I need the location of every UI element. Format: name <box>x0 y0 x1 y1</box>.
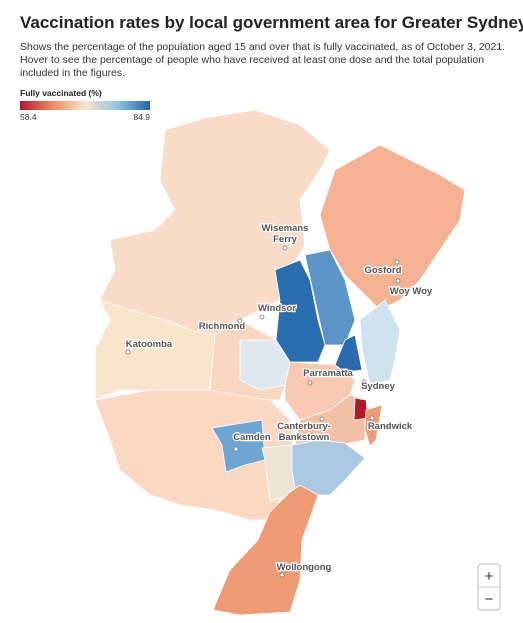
subtitle-line: Shows the percentage of the population a… <box>20 41 505 53</box>
legend-max: 84.9 <box>133 112 150 122</box>
region <box>334 334 363 373</box>
legend-min: 58.4 <box>20 112 37 122</box>
place-dot <box>394 259 400 265</box>
place-dot <box>282 245 288 251</box>
zoom-in[interactable]: + <box>485 568 494 585</box>
place-label: Ferry <box>273 234 297 245</box>
place-dot <box>319 416 325 422</box>
place-label: Parramatta <box>303 368 353 379</box>
place-label: Windsor <box>258 303 296 314</box>
title: Vaccination rates by local government ar… <box>20 13 523 32</box>
place-dot <box>361 379 367 385</box>
map <box>94 109 466 616</box>
place-label: Camden <box>233 432 271 443</box>
place-dot <box>237 318 243 324</box>
region <box>304 249 356 346</box>
place-dot <box>307 380 313 386</box>
place-label: Bankstown <box>279 432 330 443</box>
subtitle-line: Hover to see the percentage of people wh… <box>20 54 484 66</box>
place-label: Gosford <box>365 265 402 276</box>
region <box>364 404 383 447</box>
place-dot <box>395 278 401 284</box>
place-dot <box>369 415 375 421</box>
region <box>319 144 466 311</box>
place-dot <box>125 349 131 355</box>
place-label: Wollongong <box>277 562 332 573</box>
legend-bar <box>20 101 150 110</box>
place-label: Wisemans <box>262 223 309 234</box>
place-label: Richmond <box>199 321 246 332</box>
region <box>291 439 366 496</box>
subtitle-line: included in the figures. <box>20 67 125 79</box>
place-label: Sydney <box>361 381 396 392</box>
place-label: Canterbury- <box>277 421 331 432</box>
region <box>211 419 266 473</box>
place-dot <box>259 314 265 320</box>
place-dot <box>233 446 239 452</box>
region <box>359 299 401 386</box>
zoom-control: + − <box>477 563 501 611</box>
region <box>274 259 326 363</box>
legend-title: Fully vaccinated (%) <box>20 88 102 98</box>
place-label: Katoomba <box>126 339 173 350</box>
place-label: Randwick <box>368 421 413 432</box>
place-dot <box>279 572 285 578</box>
zoom-out[interactable]: − <box>485 591 494 608</box>
region <box>212 484 319 616</box>
place-label: Woy Woy <box>390 286 433 297</box>
